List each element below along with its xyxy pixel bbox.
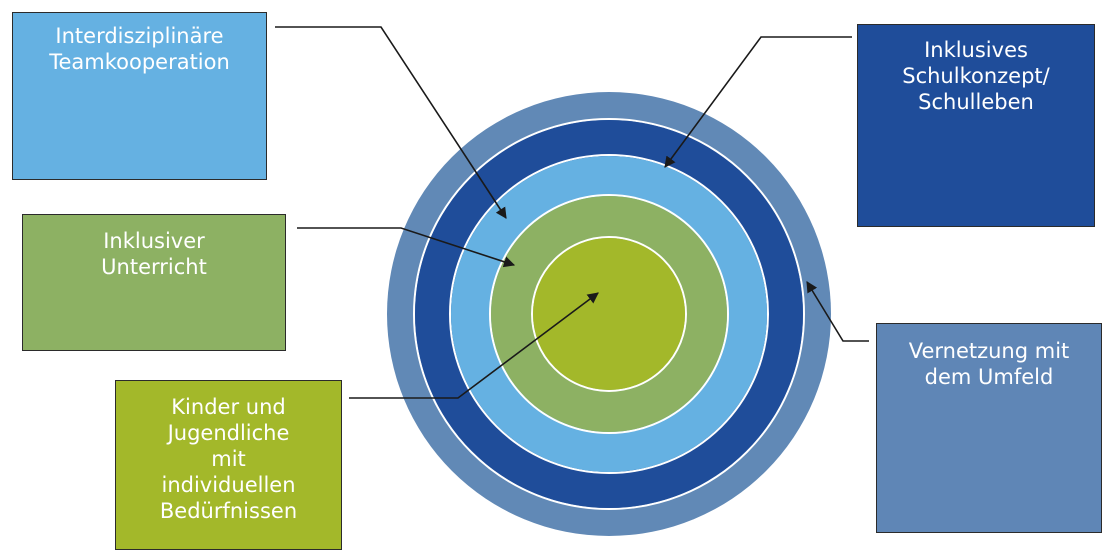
arrow-school-to-ring: [664, 36, 852, 168]
box-kinder-line-5: Bedürfnissen: [159, 499, 298, 523]
arrow-umfeld-to-ring: [806, 281, 869, 342]
box-inklusives-schulkonzept: Inklusives Schulkonzept/ Schulleben: [857, 24, 1095, 227]
box-kinder-und-jugendliche: Kinder und Jugendliche mit individuellen…: [115, 380, 342, 550]
box-umfeld-line-1: Vernetzung mit: [908, 339, 1070, 363]
arrow-kinder-to-core: [349, 292, 599, 399]
box-unterricht-line-1: Inklusiver: [103, 229, 205, 253]
ring-schulkonzept-separator: [449, 154, 769, 474]
ring-teamkooperation-separator: [489, 194, 729, 434]
box-umfeld-line-2: dem Umfeld: [924, 365, 1054, 389]
box-team-line-1: Interdisziplinäre: [55, 24, 224, 48]
box-kinder-line-4: individuellen: [161, 473, 296, 497]
box-kinder-line-2: Jugendliche: [167, 421, 290, 445]
arrow-team-to-ring: [275, 26, 507, 219]
box-kinder-line-3: mit: [211, 447, 246, 471]
box-inklusiver-unterricht: Inklusiver Unterricht: [22, 214, 286, 351]
box-team-line-2: Teamkooperation: [49, 50, 230, 74]
box-kinder-line-1: Kinder und: [171, 395, 286, 419]
box-interdisziplinaere-teamkooperation: Interdisziplinäre Teamkooperation: [12, 12, 267, 180]
ring-unterricht-separator: [531, 236, 687, 392]
box-school-line-3: Schulleben: [918, 90, 1034, 114]
arrow-unterricht-to-ring: [297, 227, 516, 268]
box-unterricht-line-2: Unterricht: [101, 255, 207, 279]
box-school-line-2: Schulkonzept/: [902, 64, 1050, 88]
ring-umfeld-separator: [413, 118, 805, 510]
ring-core-kinder: [533, 238, 685, 390]
box-school-line-1: Inklusives: [924, 38, 1028, 62]
box-vernetzung-mit-dem-umfeld: Vernetzung mit dem Umfeld: [876, 323, 1102, 533]
